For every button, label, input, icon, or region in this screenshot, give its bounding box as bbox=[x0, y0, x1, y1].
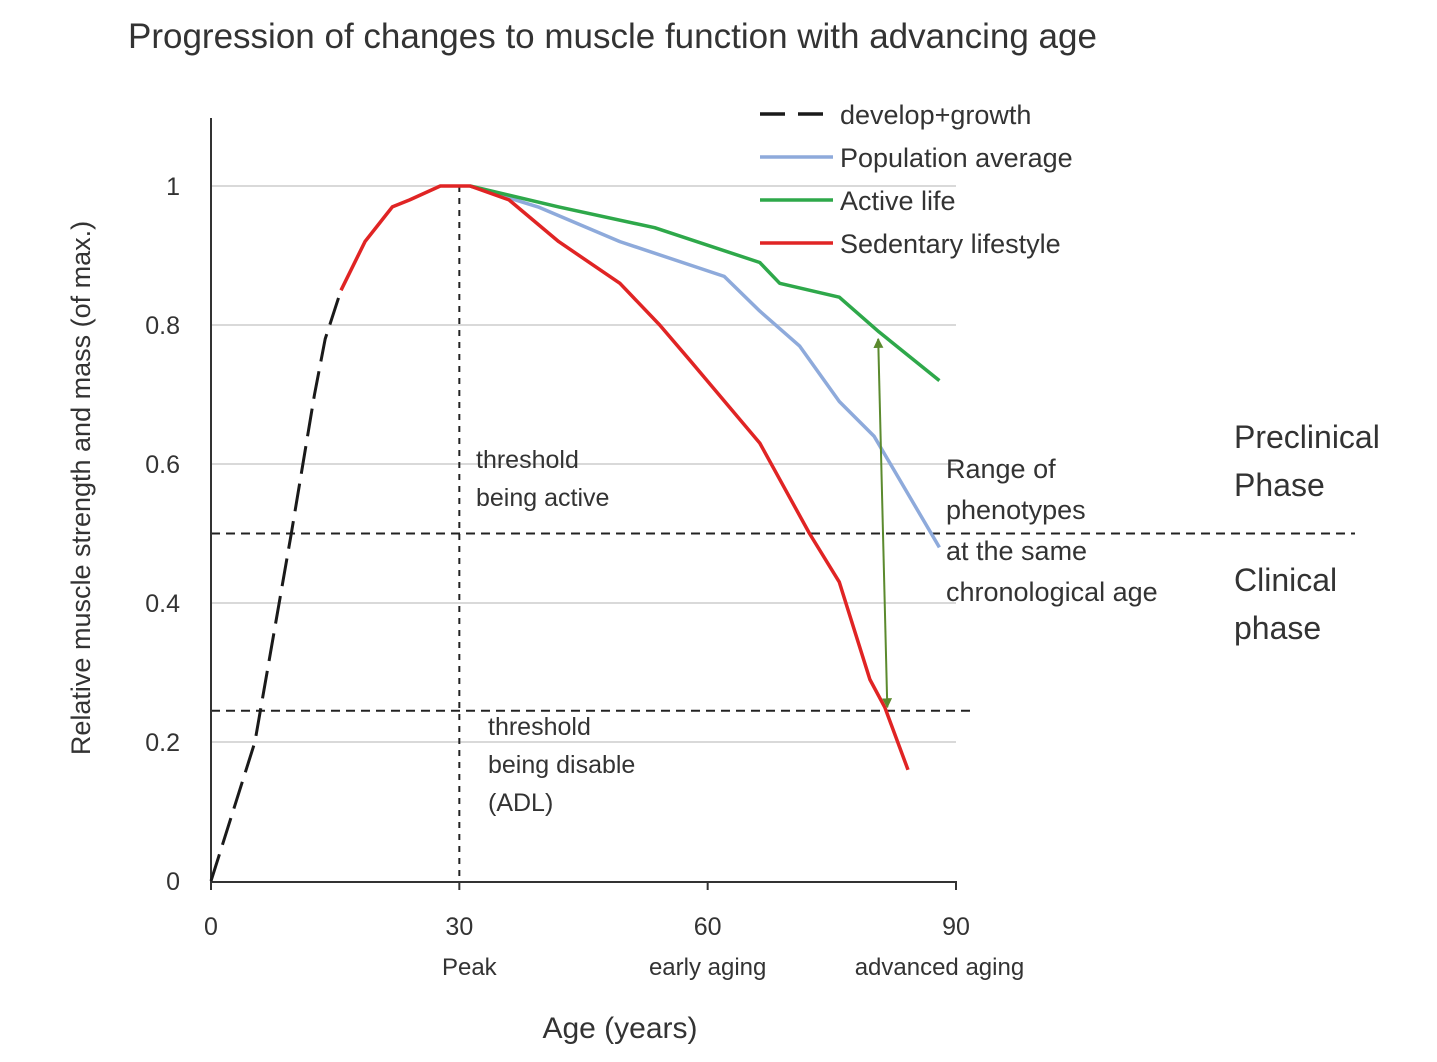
legend-label: Population average bbox=[840, 143, 1073, 173]
gridlines bbox=[211, 185, 956, 743]
y-tick-label: 0.8 bbox=[145, 312, 180, 340]
annotations: threshold being active threshold being disa… bbox=[476, 419, 1380, 817]
y-tick-label: 1 bbox=[166, 173, 180, 201]
legend-label: Active life bbox=[840, 186, 956, 216]
y-tick-label: 0 bbox=[166, 868, 180, 896]
series-line-sedentary-lifestyle bbox=[339, 184, 910, 771]
y-tick-label: 0.2 bbox=[145, 729, 180, 757]
legend: develop+growth Population average Active l… bbox=[760, 100, 1073, 259]
x-tick-label: 90 bbox=[942, 913, 970, 941]
clinical-phase-label: phase bbox=[1234, 610, 1321, 646]
x-tick-label: 60 bbox=[694, 913, 722, 941]
ticks: 0 0.2 0.4 0.6 0.8 1 0 30 60 90 Peak early aging adva… bbox=[145, 173, 1024, 981]
chart-title: Progression of changes to muscle functio… bbox=[128, 17, 1097, 56]
threshold-disable-label: being disable bbox=[488, 751, 635, 779]
threshold-active-label: threshold bbox=[476, 446, 579, 474]
threshold-disable-label: (ADL) bbox=[488, 789, 553, 817]
preclinical-phase-label: Phase bbox=[1234, 467, 1325, 503]
range-of-phenotypes-label: at the same bbox=[946, 536, 1087, 566]
x-axis-label: Age (years) bbox=[542, 1012, 697, 1045]
range-of-phenotypes-label: chronological age bbox=[946, 577, 1158, 607]
series bbox=[209, 184, 941, 882]
x-tick-label: 30 bbox=[445, 913, 473, 941]
series-line-active-life bbox=[469, 184, 941, 382]
range-arrow-line bbox=[873, 337, 893, 709]
series-line-develop-growth bbox=[209, 289, 343, 882]
y-axis-label: Relative muscle strength and mass (of ma… bbox=[66, 221, 96, 755]
threshold-active-label: being active bbox=[476, 484, 609, 512]
range-of-phenotypes-label: Range of bbox=[946, 454, 1056, 484]
range-arrow bbox=[873, 337, 893, 709]
threshold-disable-label: threshold bbox=[488, 713, 591, 741]
y-tick-label: 0.6 bbox=[145, 451, 180, 479]
preclinical-phase-label: Preclinical bbox=[1234, 419, 1380, 455]
x-sublabel: Peak bbox=[442, 954, 498, 981]
y-tick-label: 0.4 bbox=[145, 590, 180, 618]
reference-lines bbox=[211, 186, 1355, 881]
x-sublabel: early aging bbox=[649, 954, 766, 981]
x-tick-label: 0 bbox=[204, 913, 218, 941]
axes bbox=[210, 118, 957, 883]
legend-label: develop+growth bbox=[840, 100, 1031, 130]
series-line-population-average bbox=[469, 184, 941, 549]
clinical-phase-label: Clinical bbox=[1234, 562, 1337, 598]
range-of-phenotypes-label: phenotypes bbox=[946, 495, 1086, 525]
legend-label: Sedentary lifestyle bbox=[840, 229, 1061, 259]
x-sublabel: advanced aging bbox=[855, 954, 1024, 981]
